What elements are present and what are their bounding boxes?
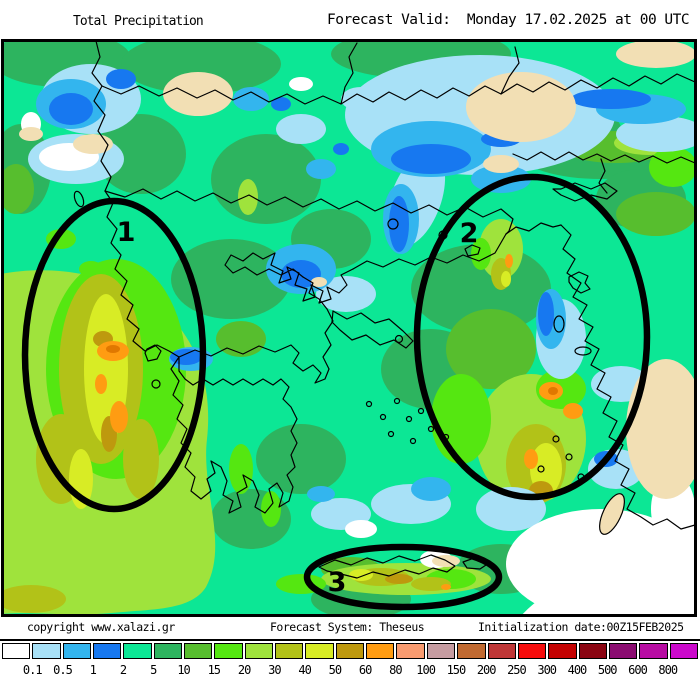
- coastlines: [73, 40, 696, 579]
- colorbar-swatch: [487, 643, 516, 659]
- colorbar-tick-label: 80: [389, 663, 402, 677]
- page-title: Total Precipitation: [73, 14, 204, 29]
- initialization-date-label: Initialization date:00Z15FEB2025: [478, 620, 684, 634]
- colorbar-swatch: [275, 643, 304, 659]
- colorbar-swatch: [669, 643, 698, 659]
- map-border: [1, 39, 697, 617]
- colorbar-tick-label: 40: [298, 663, 311, 677]
- colorbar-tick-label: 800: [658, 663, 678, 677]
- colorbar-swatch: [2, 643, 31, 659]
- annotation-label-1: 1: [117, 217, 136, 248]
- annotation-ellipse-3: 3: [303, 543, 503, 611]
- colorbar-swatch: [639, 643, 668, 659]
- colorbar-tick-label: 30: [268, 663, 281, 677]
- colorbar-tick-label: 0.1: [22, 663, 43, 677]
- colorbar-swatch: [123, 643, 152, 659]
- map-canvas: 1 2 3: [1, 39, 697, 617]
- colorbar-swatch: [153, 643, 183, 659]
- colorbar-tick-label: 400: [567, 663, 588, 677]
- precipitation-map: 1 2 3: [1, 39, 697, 617]
- colorbar-tick-label: 15: [207, 663, 221, 677]
- colorbar-tick-label: 0.5: [53, 663, 73, 677]
- colorbar-tick-label: 150: [446, 663, 467, 677]
- annotation-label-3: 3: [328, 567, 347, 598]
- colorbar-swatch: [548, 643, 577, 659]
- colorbar-tick-label: 250: [507, 663, 527, 677]
- colorbar-swatches: [2, 643, 698, 659]
- colorbar-swatch: [335, 643, 365, 659]
- colorbar-tick-label: 50: [328, 663, 342, 677]
- colorbar-tick-label: 1: [89, 663, 97, 677]
- colorbar-swatch: [93, 643, 122, 659]
- copyright-label: copyright www.xalazi.gr: [27, 620, 175, 634]
- colorbar-swatch: [457, 643, 486, 659]
- colorbar-tick-label: 100: [416, 663, 436, 677]
- colorbar-tick-label: 5: [150, 663, 157, 677]
- precipitation-shading: [1, 39, 697, 617]
- colorbar-tick-label: 600: [628, 663, 648, 677]
- colorbar-swatch: [578, 643, 607, 659]
- colorbar-tick-label: 60: [358, 663, 372, 677]
- colorbar-labels: 0.1 0.5 1 2 5 10 15 20 30 40 50 60 80 100 150 200 250 300…: [2, 663, 698, 679]
- colorbar-swatch: [305, 643, 334, 659]
- annotation-ellipse-2: 2: [413, 173, 651, 501]
- forecast-valid-label: Forecast Valid: Monday 17.02.2025 at 00 …: [327, 12, 690, 28]
- colorbar-swatch: [396, 643, 425, 659]
- annotation-ellipse-1: 1: [21, 197, 207, 513]
- colorbar-swatch: [62, 643, 92, 659]
- colorbar-swatch: [184, 643, 213, 659]
- colorbar-tick-label: 200: [476, 663, 497, 677]
- footer-divider: [0, 639, 700, 641]
- colorbar-swatch: [244, 643, 274, 659]
- colorbar-tick-label: 500: [597, 663, 618, 677]
- colorbar-swatch: [366, 643, 395, 659]
- colorbar-swatch: [214, 643, 243, 659]
- annotation-regions: 1 2 3: [21, 173, 651, 611]
- annotation-label-2: 2: [460, 218, 479, 249]
- colorbar-swatch: [426, 643, 456, 659]
- colorbar-swatch: [32, 643, 61, 659]
- colorbar-tick-label: 2: [119, 663, 127, 677]
- colorbar-swatch: [517, 643, 547, 659]
- forecast-system-label: Forecast System: Theseus: [270, 620, 425, 634]
- colorbar-tick-label: 20: [237, 663, 251, 677]
- colorbar-tick-label: 10: [177, 663, 190, 677]
- colorbar-tick-label: 300: [537, 663, 557, 677]
- colorbar-swatch: [608, 643, 638, 659]
